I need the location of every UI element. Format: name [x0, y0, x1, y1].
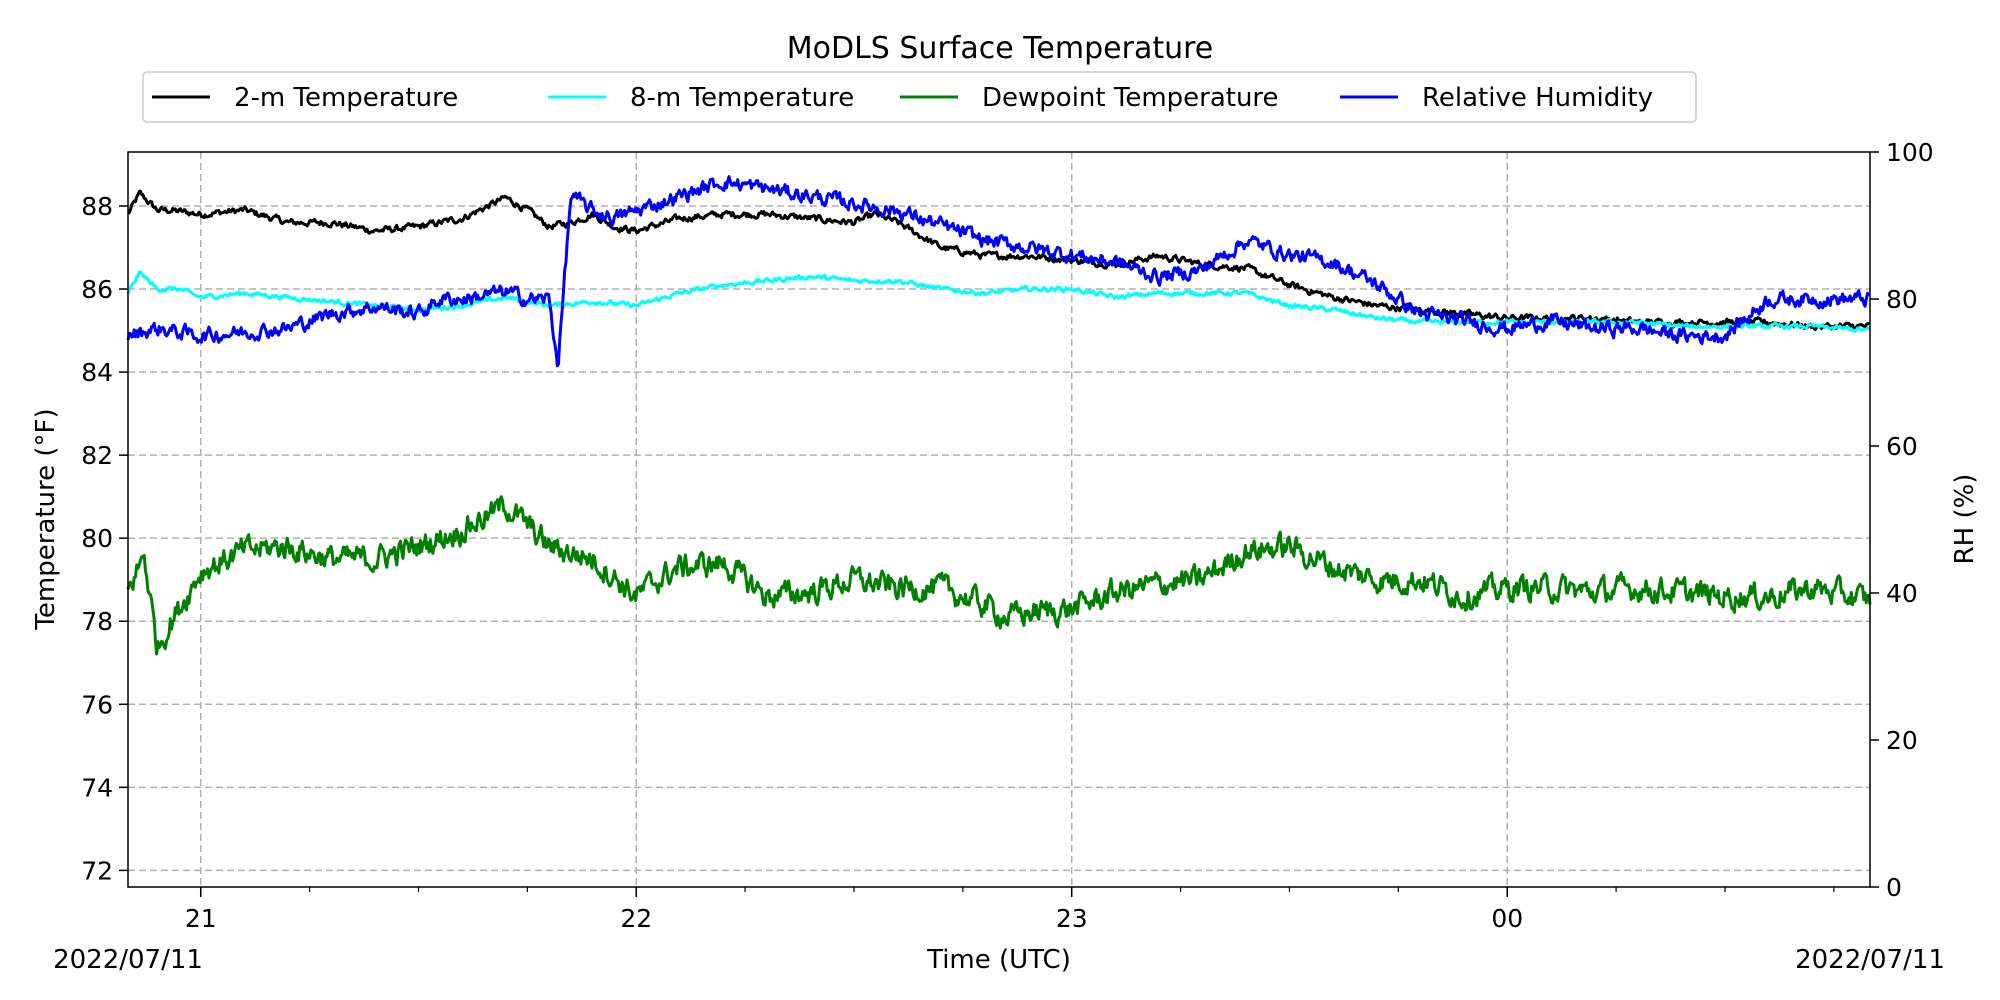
- legend-label: 2-m Temperature: [234, 83, 458, 113]
- y-tick-label: 88: [81, 192, 113, 221]
- y-tick-label: 74: [81, 773, 113, 802]
- y-tick-label: 78: [81, 607, 113, 636]
- y-axis-label: Temperature (°F): [31, 408, 61, 630]
- x-axis-label: Time (UTC): [926, 945, 1071, 975]
- y2-axis-label: RH (%): [1950, 474, 1980, 565]
- grid: [128, 152, 1870, 887]
- x-tick-label: 23: [1056, 904, 1088, 933]
- y-tick-label: 84: [81, 358, 113, 387]
- axes: 72 74 76 78 80 82 84 86 88 0 20 40 60 80 100 21 22 23 00: [81, 138, 1934, 933]
- y-tick-label: 86: [81, 275, 113, 304]
- y-tick-label: 76: [81, 690, 113, 719]
- series-line: [126, 175, 1871, 368]
- y2-tick-label: 100: [1886, 138, 1934, 167]
- y2-tick-label: 80: [1886, 285, 1918, 314]
- y-tick-label: 82: [81, 441, 113, 470]
- y-tick-label: 80: [81, 524, 113, 553]
- x-tick-label: 22: [620, 904, 652, 933]
- series-line: [127, 189, 1871, 332]
- legend-label: Relative Humidity: [1422, 83, 1653, 113]
- x-start-date: 2022/07/11: [53, 945, 203, 975]
- series-line: [126, 495, 1872, 656]
- y2-tick-label: 20: [1886, 726, 1918, 755]
- x-tick-label: 00: [1491, 904, 1523, 933]
- plot-frame: [127, 151, 1871, 888]
- legend-label: 8-m Temperature: [630, 83, 854, 113]
- legend-entries: 2-m Temperature 8-m Temperature Dewpoint T…: [152, 83, 1653, 113]
- chart-title: MoDLS Surface Temperature: [787, 31, 1214, 66]
- y2-tick-label: 0: [1886, 873, 1902, 902]
- legend-label: Dewpoint Temperature: [982, 83, 1279, 113]
- y-tick-label: 72: [81, 856, 113, 885]
- series-layer: [126, 175, 1872, 656]
- legend: 2-m Temperature 8-m Temperature Dewpoint T…: [142, 71, 1697, 123]
- y2-tick-label: 60: [1886, 432, 1918, 461]
- y2-tick-label: 40: [1886, 579, 1918, 608]
- x-end-date: 2022/07/11: [1795, 945, 1945, 975]
- x-tick-label: 21: [185, 904, 217, 933]
